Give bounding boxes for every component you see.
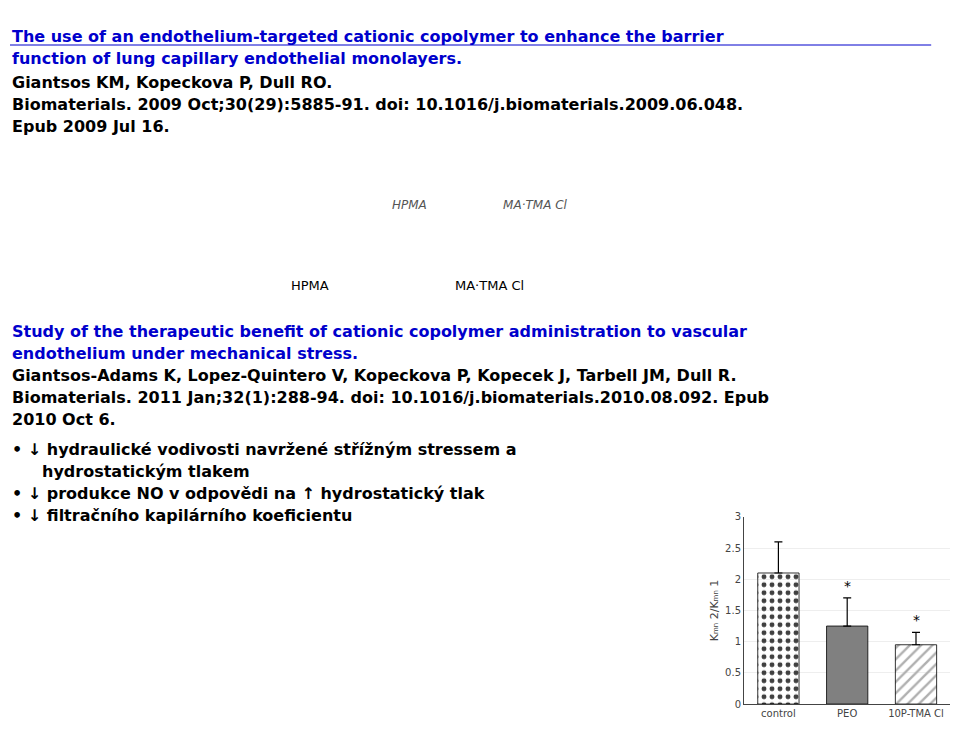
svg-text:• ↓ filtračního kapilárního ko: • ↓ filtračního kapilárního koeficientu [12,506,352,525]
svg-text:function of lung capillary end: function of lung capillary endothelial m… [12,49,462,68]
svg-text:HPMA MA·TMA: HPMA MA·TMA Cl [392,198,568,212]
svg-text:• ↓ hydraulické vodivosti navr: • ↓ hydraulické vodivosti navržené stříž… [12,440,516,459]
svg-text:3: 3 [735,511,741,522]
svg-text:10P-TMA Cl: 10P-TMA Cl [888,708,944,719]
svg-text:Giantsos KM, Kopeckova P, Dull: Giantsos KM, Kopeckova P, Dull RO. [12,73,332,92]
svg-text:2010 Oct 6.: 2010 Oct 6. [12,410,116,429]
svg-text:Biomaterials. 2009 Oct;30(29):: Biomaterials. 2009 Oct;30(29):5885-91. d… [12,95,743,114]
svg-text:• ↓ produkce NO v odpovědi na: • ↓ produkce NO v odpovědi na ↑ hydrosta… [12,484,485,503]
svg-text:2.5: 2.5 [725,543,741,554]
svg-text:Study of the therapeutic benef: Study of the therapeutic benefit of cati… [12,322,747,341]
svg-text:*: * [913,612,920,628]
svg-text:control: control [761,708,796,719]
svg-text:2: 2 [735,574,741,585]
svg-text:0: 0 [735,699,741,710]
svg-text:1: 1 [735,636,741,647]
svg-text:Giantsos-Adams K, Lopez-Quinte: Giantsos-Adams K, Lopez-Quintero V, Kope… [12,366,737,385]
svg-text:endothelium under mechanical s: endothelium under mechanical stress. [12,344,358,363]
svg-text:HPMA: HPMA [291,278,329,293]
svg-text:Epub 2009 Jul 16.: Epub 2009 Jul 16. [12,117,170,136]
svg-text:1.5: 1.5 [725,605,741,616]
svg-text:Biomaterials. 2011 Jan;32(1):2: Biomaterials. 2011 Jan;32(1):288-94. doi… [12,388,769,407]
svg-text:The use of an endothelium-targ: The use of an endothelium-targeted catio… [12,27,724,46]
svg-text:0.5: 0.5 [725,667,741,678]
svg-text:*: * [844,578,851,594]
svg-text:PEO: PEO [837,708,857,719]
svg-text:MA·TMA Cl: MA·TMA Cl [455,278,524,293]
svg-text:Kₘₙ 2/Kₘₙ 1: Kₘₙ 2/Kₘₙ 1 [708,580,721,642]
svg-text:hydrostatickým tlakem: hydrostatickým tlakem [42,462,250,481]
